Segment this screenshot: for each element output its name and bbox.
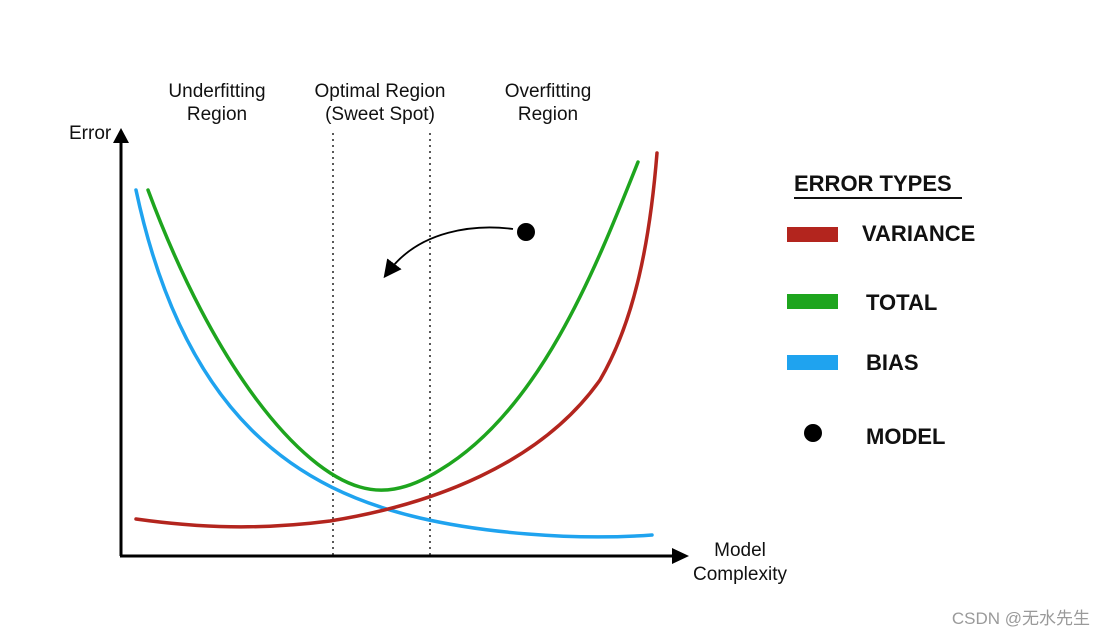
watermark: CSDN @无水先生 [952,609,1090,628]
bias-curve [134,188,654,539]
legend-swatch-total [787,294,838,309]
region-label-overfitting-line2: Region [518,104,578,125]
legend-title: ERROR TYPES [794,171,952,196]
x-axis-arrowhead [672,548,689,564]
y-axis-arrowhead [113,128,129,143]
region-label-optimal-line1: Optimal Region [315,81,446,102]
legend-marker-model [804,424,822,442]
legend-label-variance: VARIANCE [862,221,975,246]
legend-label-model: MODEL [866,424,945,449]
legend-label-bias: BIAS [866,350,919,375]
model-movement-arrow [383,226,514,279]
legend-label-total: TOTAL [866,290,937,315]
y-axis-label: Error [69,123,112,144]
model-point [517,223,535,241]
x-axis-label-line1: Model [714,540,766,561]
region-label-underfitting-line2: Region [187,104,247,125]
region-label-optimal-line2: (Sweet Spot) [325,104,435,125]
legend-swatch-bias [787,355,838,370]
region-label-overfitting-line1: Overfitting [505,81,592,102]
x-axis-label-line2: Complexity [693,564,787,585]
legend-swatch-variance [787,227,838,242]
total-error-curve [146,160,640,492]
region-label-underfitting-line1: Underfitting [168,81,265,102]
variance-curve [134,151,659,529]
